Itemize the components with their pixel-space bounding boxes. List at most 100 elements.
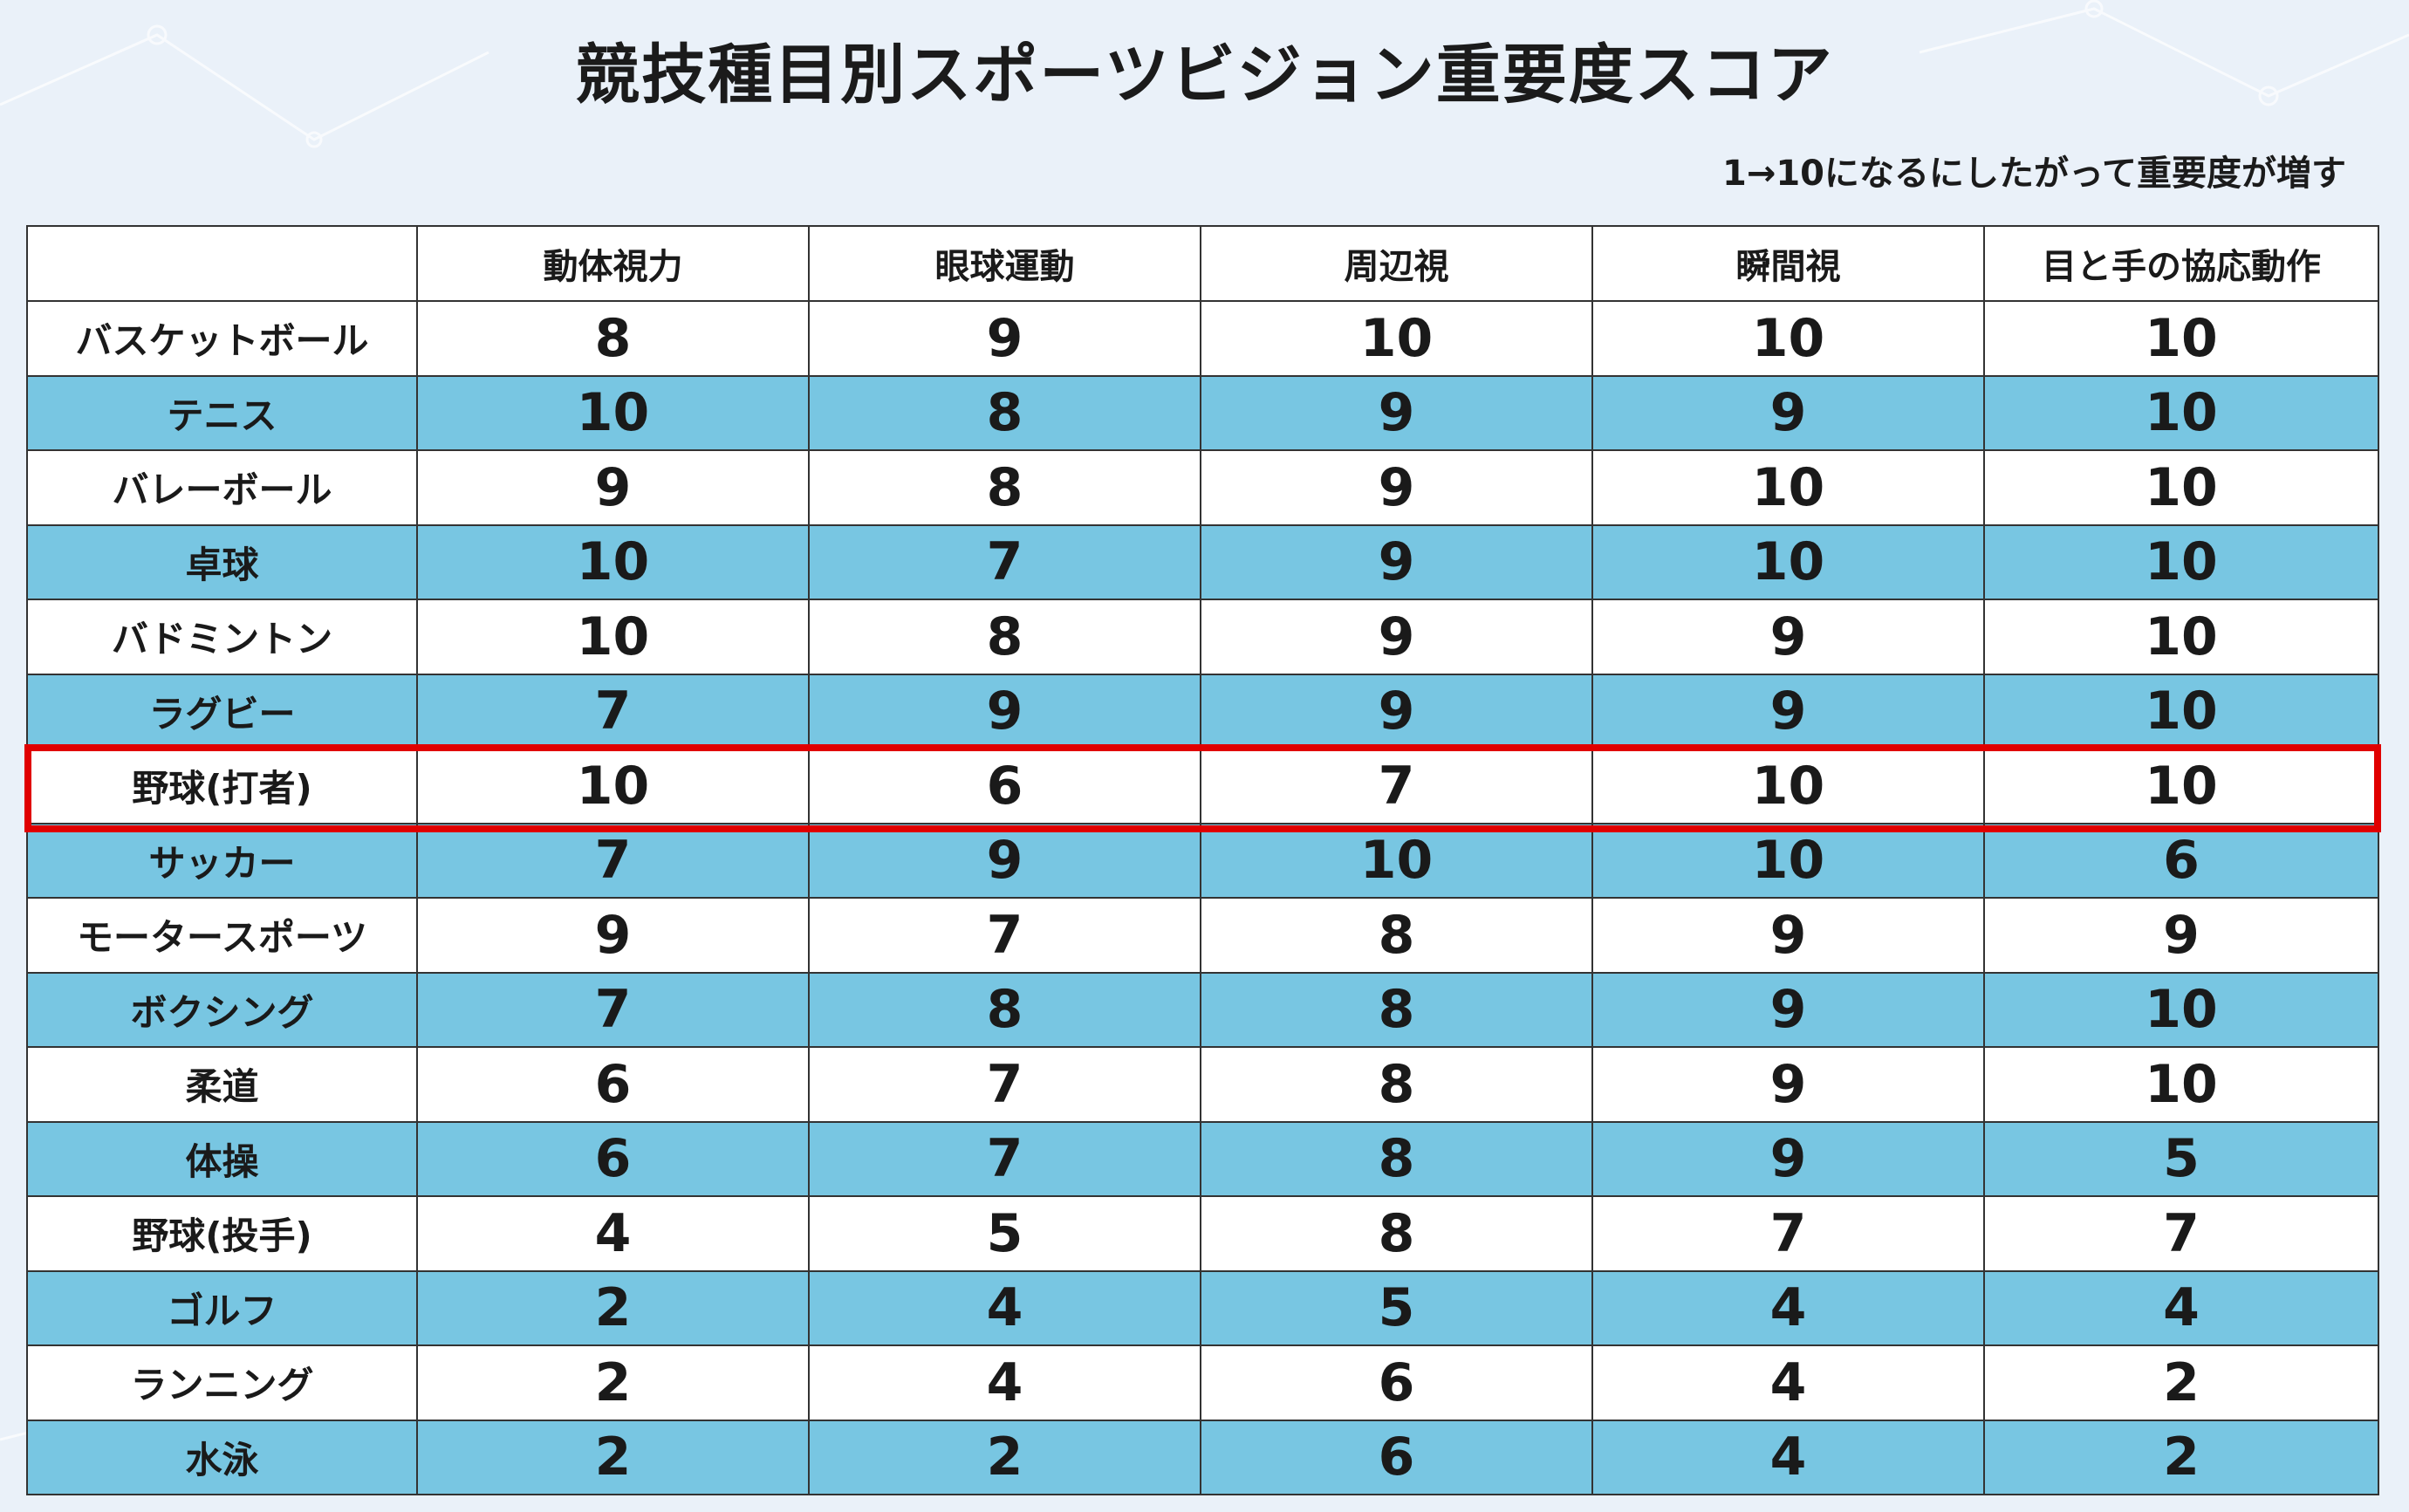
score-cell: 9 xyxy=(808,300,1201,377)
sport-name-cell: テニス xyxy=(26,374,418,451)
score-cell: 10 xyxy=(1983,1046,2379,1123)
sport-name-cell: サッカー xyxy=(26,822,418,899)
sport-name-cell: ゴルフ xyxy=(26,1269,418,1346)
table-row: バドミントン 10 8 9 9 10 xyxy=(26,599,2379,675)
score-cell: 4 xyxy=(808,1344,1201,1421)
score-cell: 9 xyxy=(416,897,810,974)
score-cell: 8 xyxy=(1200,1046,1593,1123)
table-row: テニス 10 8 9 9 10 xyxy=(26,374,2379,451)
score-cell: 9 xyxy=(1983,897,2379,974)
sport-name-cell: 水泳 xyxy=(26,1419,418,1495)
column-header-dynamic-visual-acuity: 動体視力 xyxy=(416,225,810,302)
score-cell: 7 xyxy=(416,822,810,899)
score-cell: 7 xyxy=(1200,748,1593,824)
score-cell: 10 xyxy=(1200,822,1593,899)
table-row: ラグビー 7 9 9 9 10 xyxy=(26,673,2379,749)
score-cell: 10 xyxy=(1591,449,1985,526)
sport-name-cell: ランニング xyxy=(26,1344,418,1421)
column-header-instant-vision: 瞬間視 xyxy=(1591,225,1985,302)
score-cell: 7 xyxy=(416,673,810,749)
table-row: バレーボール 9 8 9 10 10 xyxy=(26,449,2379,526)
score-cell: 10 xyxy=(1983,673,2379,749)
score-cell: 4 xyxy=(808,1269,1201,1346)
score-cell: 10 xyxy=(1983,300,2379,377)
score-cell: 5 xyxy=(1983,1120,2379,1197)
score-cell: 2 xyxy=(416,1419,810,1495)
corner-header-cell xyxy=(26,225,418,302)
score-cell: 7 xyxy=(808,897,1201,974)
score-cell: 9 xyxy=(1591,897,1985,974)
sport-name-cell: ボクシング xyxy=(26,971,418,1048)
score-cell: 10 xyxy=(1591,748,1985,824)
column-header-peripheral-vision: 周辺視 xyxy=(1200,225,1593,302)
score-cell: 7 xyxy=(416,971,810,1048)
score-cell: 9 xyxy=(808,822,1201,899)
table-body: バスケットボール 8 9 10 10 10 テニス 10 8 9 9 10 バレーボール 9 8 9 10 10 卓… xyxy=(26,300,2379,1495)
score-cell: 8 xyxy=(1200,1195,1593,1272)
score-cell: 2 xyxy=(1983,1344,2379,1421)
score-cell: 6 xyxy=(1200,1344,1593,1421)
table-row: 卓球 10 7 9 10 10 xyxy=(26,523,2379,600)
score-cell: 10 xyxy=(1200,300,1593,377)
score-cell: 6 xyxy=(416,1120,810,1197)
score-cell: 8 xyxy=(808,374,1201,451)
sport-name-cell: 体操 xyxy=(26,1120,418,1197)
score-cell: 10 xyxy=(1591,822,1985,899)
score-cell: 10 xyxy=(416,599,810,675)
score-cell: 9 xyxy=(1200,673,1593,749)
score-cell: 8 xyxy=(1200,971,1593,1048)
score-cell: 10 xyxy=(416,374,810,451)
sport-name-cell: モータースポーツ xyxy=(26,897,418,974)
score-cell: 8 xyxy=(1200,1120,1593,1197)
score-cell: 7 xyxy=(1591,1195,1985,1272)
score-cell: 9 xyxy=(1200,599,1593,675)
score-cell: 4 xyxy=(1983,1269,2379,1346)
score-cell: 10 xyxy=(1983,748,2379,824)
score-cell: 10 xyxy=(1983,374,2379,451)
table-row: ランニング 2 4 6 4 2 xyxy=(26,1344,2379,1421)
score-cell: 2 xyxy=(808,1419,1201,1495)
page-title: 競技種目別スポーツビジョン重要度スコア xyxy=(575,38,1834,113)
table-row: 体操 6 7 8 9 5 xyxy=(26,1120,2379,1197)
score-scale-note: 1→10になるにしたがって重要度が増す xyxy=(1721,154,2346,194)
table-row: 野球(投手) 4 5 8 7 7 xyxy=(26,1195,2379,1272)
score-cell: 6 xyxy=(1200,1419,1593,1495)
score-cell: 9 xyxy=(1591,971,1985,1048)
sport-name-cell: 柔道 xyxy=(26,1046,418,1123)
score-cell: 9 xyxy=(1200,374,1593,451)
score-cell: 6 xyxy=(1983,822,2379,899)
score-cell: 10 xyxy=(416,523,810,600)
score-cell: 2 xyxy=(416,1344,810,1421)
score-cell: 7 xyxy=(808,1120,1201,1197)
score-cell: 2 xyxy=(1983,1419,2379,1495)
score-cell: 9 xyxy=(1591,374,1985,451)
score-cell: 9 xyxy=(1200,449,1593,526)
table-row: 水泳 2 2 6 4 2 xyxy=(26,1419,2379,1495)
table-row: ゴルフ 2 4 5 4 4 xyxy=(26,1269,2379,1346)
score-cell: 8 xyxy=(416,300,810,377)
score-cell: 9 xyxy=(1591,673,1985,749)
score-cell: 4 xyxy=(1591,1419,1985,1495)
sport-name-cell: ラグビー xyxy=(26,673,418,749)
score-cell: 8 xyxy=(808,971,1201,1048)
sports-vision-score-table: 動体視力 眼球運動 周辺視 瞬間視 目と手の協応動作 バスケットボール 8 9 10 1… xyxy=(26,225,2379,1495)
table-row: モータースポーツ 9 7 8 9 9 xyxy=(26,897,2379,974)
score-cell: 10 xyxy=(1591,300,1985,377)
table-row: ボクシング 7 8 8 9 10 xyxy=(26,971,2379,1048)
table-row: 野球(打者) 10 6 7 10 10 xyxy=(26,748,2379,824)
score-cell: 7 xyxy=(1983,1195,2379,1272)
table-row: サッカー 7 9 10 10 6 xyxy=(26,822,2379,899)
score-cell: 9 xyxy=(1200,523,1593,600)
score-cell: 5 xyxy=(1200,1269,1593,1346)
score-cell: 6 xyxy=(416,1046,810,1123)
score-cell: 9 xyxy=(1591,1120,1985,1197)
sport-name-cell: バスケットボール xyxy=(26,300,418,377)
score-cell: 6 xyxy=(808,748,1201,824)
score-cell: 9 xyxy=(808,673,1201,749)
score-cell: 10 xyxy=(1983,971,2379,1048)
table-row: バスケットボール 8 9 10 10 10 xyxy=(26,300,2379,377)
score-cell: 9 xyxy=(1591,599,1985,675)
column-header-eye-movement: 眼球運動 xyxy=(808,225,1201,302)
table-row: 柔道 6 7 8 9 10 xyxy=(26,1046,2379,1123)
score-cell: 5 xyxy=(808,1195,1201,1272)
